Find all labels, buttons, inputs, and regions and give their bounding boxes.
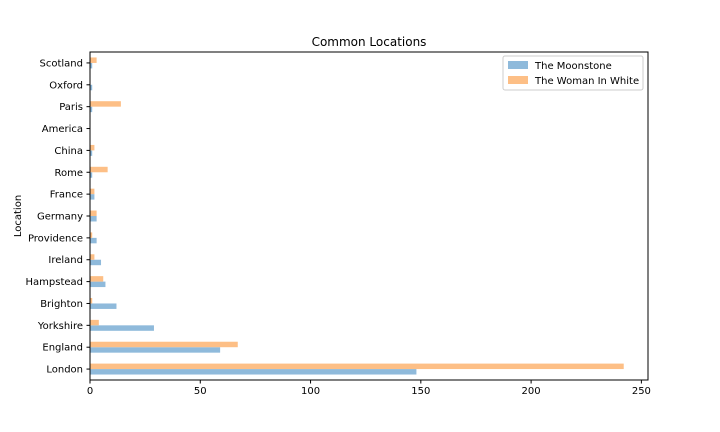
bar-the-moonstone-china [90,150,93,156]
bar-the-moonstone-rome [90,172,93,178]
y-tick-group: London England Yorkshire Brighton Hampstead I… [26,58,90,376]
x-tick-group: 0 50 100 150 200 250 [87,380,651,397]
y-tick-label: London [46,365,83,376]
bar-the-moonstone-paris [90,106,93,113]
y-tick-label: Brighton [40,299,83,310]
bar-the-woman-in-white-paris [90,101,121,107]
x-tick-label: 250 [632,386,651,397]
bar-the-moonstone-germany [90,216,97,222]
bar-the-moonstone-england [90,347,221,353]
y-tick-label: Oxford [49,80,83,91]
bar-the-moonstone-yorkshire [90,325,154,331]
x-tick-label: 150 [411,386,430,397]
bar-the-moonstone-providence [90,237,97,244]
bar-the-moonstone-london [90,369,417,375]
y-tick-label: Germany [37,212,83,223]
legend-box [502,55,644,91]
x-tick-label: 50 [194,386,207,397]
bar-the-woman-in-white-providence [90,232,93,238]
bar-the-woman-in-white-france [90,188,95,195]
bar-the-moonstone-ireland [90,259,102,266]
bar-the-woman-in-white-scotland [90,57,97,63]
bar-the-woman-in-white-hampstead [90,276,104,282]
legend-label-moonstone: The Moonstone [534,61,612,72]
bar-the-woman-in-white-yorkshire [90,319,99,326]
y-tick-label: Rome [54,168,83,179]
x-tick-label: 0 [87,386,93,397]
bar-the-woman-in-white-london [90,363,624,370]
bar-the-woman-in-white-england [90,341,238,348]
plot-frame [89,51,649,381]
y-tick-label: England [42,343,83,354]
y-tick-label: Yorkshire [37,321,83,332]
y-tick-label: Paris [59,102,83,113]
legend: The Moonstone The Woman In White [502,55,644,91]
bar-the-moonstone-brighton [90,303,117,309]
y-tick-label: China [54,146,83,157]
bar-the-woman-in-white-germany [90,210,97,216]
y-axis-label: Location [13,195,24,237]
x-tick-label: 200 [522,386,541,397]
y-tick-label: Hampstead [26,277,84,288]
y-tick-label: America [42,124,83,135]
y-tick-label: Providence [28,233,83,244]
y-tick-label: France [50,190,83,201]
chart-title: Common Locations [312,35,427,49]
bar-the-woman-in-white-china [90,144,95,151]
x-tick-label: 100 [301,386,320,397]
legend-swatch-moonstone [508,61,528,69]
bar-the-woman-in-white-rome [90,166,108,173]
bar-the-moonstone-scotland [90,62,93,69]
y-tick-label: Ireland [48,255,83,266]
bar-the-moonstone-hampstead [90,281,106,288]
bar-the-moonstone-france [90,194,95,200]
bar-the-woman-in-white-brighton [90,298,93,304]
legend-swatch-woman-in-white [508,76,528,84]
bar-the-moonstone-oxford [90,84,93,91]
bar-the-woman-in-white-ireland [90,254,95,260]
y-tick-label: Scotland [40,58,83,69]
bars-group [90,57,624,375]
legend-label-woman-in-white: The Woman In White [534,76,639,87]
